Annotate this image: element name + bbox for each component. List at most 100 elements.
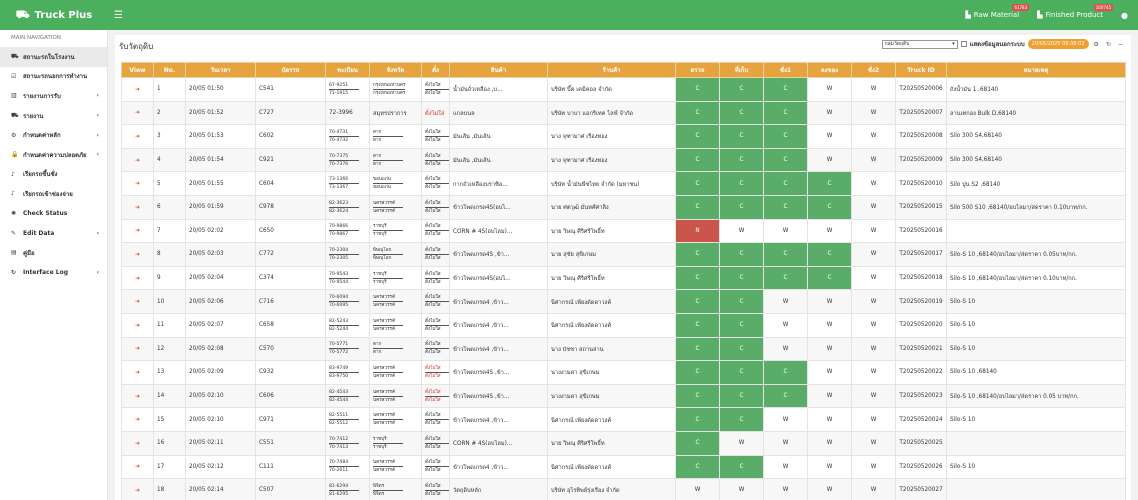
gear-icon[interactable]: ⚙ (1093, 40, 1099, 48)
status-weigh2[interactable]: W (851, 360, 896, 385)
view-button[interactable]: ➜ (121, 218, 154, 244)
column-header[interactable]: No. (153, 62, 186, 78)
status-weigh1[interactable]: W (763, 430, 808, 456)
table-row[interactable]: ➜ 4 20/05 01:54 C921 70-7375 70-7376 ตาก ตา… (121, 147, 1126, 173)
sidebar-item[interactable]: ♪ เรียกรถเข้าช่องจ่าย (0, 184, 107, 204)
view-button[interactable]: ➜ (121, 171, 154, 196)
status-weigh1[interactable]: W (763, 289, 808, 314)
status-weigh2[interactable]: W (851, 171, 896, 196)
sidebar-item[interactable]: ⚙ กำหนดค่าหลัก ‹ (0, 125, 107, 145)
status-weigh2[interactable]: W (851, 242, 896, 267)
status-storage[interactable]: C (719, 265, 764, 291)
view-button[interactable]: ➜ (121, 77, 154, 102)
user-icon[interactable]: ● (1121, 10, 1128, 20)
status-storage[interactable]: W (719, 218, 764, 244)
status-storage[interactable]: W (719, 430, 764, 456)
status-check[interactable]: C (675, 289, 720, 314)
column-header[interactable]: View (121, 62, 154, 78)
column-header[interactable]: จังหวัด (369, 62, 422, 78)
status-weigh2[interactable]: W (851, 407, 896, 432)
status-check[interactable]: C (675, 407, 720, 432)
brand-logo[interactable]: ⛟ Truck Plus (0, 0, 108, 30)
show-outside-checkbox[interactable] (960, 41, 967, 47)
view-button[interactable]: ➜ (121, 242, 154, 267)
table-row[interactable]: ➜ 7 20/05 02:02 C650 70-9866 70-9867 ราชบุ… (121, 218, 1126, 244)
sidebar-item[interactable]: ⛟ สถานะรถในโรงงาน (0, 47, 107, 67)
status-unload[interactable]: W (807, 407, 852, 432)
status-unload[interactable]: W (807, 383, 852, 409)
sidebar-item[interactable]: ✎ Edit Data ‹ (0, 223, 107, 243)
status-weigh2[interactable]: W (851, 454, 896, 480)
view-button[interactable]: ➜ (121, 454, 154, 480)
status-weigh2[interactable]: W (851, 218, 896, 244)
status-check[interactable]: C (675, 147, 720, 173)
status-weigh1[interactable]: C (763, 147, 808, 173)
status-check[interactable]: C (675, 360, 720, 385)
column-header[interactable]: ที่เก็บ (719, 62, 764, 78)
view-button[interactable]: ➜ (121, 360, 154, 385)
status-unload[interactable]: C (807, 265, 852, 291)
column-header[interactable]: ลงของ (807, 62, 852, 78)
status-check[interactable]: C (675, 312, 720, 338)
status-check[interactable]: C (675, 100, 720, 126)
status-storage[interactable]: W (719, 478, 764, 500)
sidebar-item[interactable]: ↻ Interface Log ‹ (0, 263, 107, 283)
column-header[interactable]: ชั่ง1 (763, 62, 808, 78)
column-header[interactable]: ทะเบียน (325, 62, 370, 78)
table-row[interactable]: ➜ 9 20/05 02:04 C374 70-9543 70-9544 ราชบุ… (121, 265, 1126, 291)
status-storage[interactable]: C (719, 242, 764, 267)
column-header[interactable]: Truck ID (895, 62, 947, 78)
status-storage[interactable]: C (719, 124, 764, 149)
status-storage[interactable]: C (719, 312, 764, 338)
table-row[interactable]: ➜ 3 20/05 01:53 C602 70-4731 70-4732 ตาก ตา… (121, 124, 1126, 149)
column-header[interactable]: ตั๋ง (421, 62, 450, 78)
status-unload[interactable]: W (807, 147, 852, 173)
status-storage[interactable]: C (719, 194, 764, 220)
status-unload[interactable]: C (807, 194, 852, 220)
status-storage[interactable]: C (719, 454, 764, 480)
sidebar-item[interactable]: ▤ คู่มือ (0, 243, 107, 263)
column-header[interactable]: บัตรรถ (255, 62, 326, 78)
status-check[interactable]: C (675, 171, 720, 196)
status-storage[interactable]: C (719, 171, 764, 196)
status-check[interactable]: C (675, 194, 720, 220)
view-button[interactable]: ➜ (121, 478, 154, 500)
status-weigh1[interactable]: W (763, 454, 808, 480)
status-storage[interactable]: C (719, 360, 764, 385)
group-select[interactable]: กลุ่มวัตถุดิบ ▾ (881, 39, 958, 49)
view-button[interactable]: ➜ (121, 312, 154, 338)
status-weigh1[interactable]: C (763, 383, 808, 409)
table-row[interactable]: ➜ 14 20/05 02:10 C606 82-4543 82-4544 นครส… (121, 383, 1126, 409)
status-weigh1[interactable]: C (763, 265, 808, 291)
column-header[interactable]: วันเวลา (185, 62, 256, 78)
status-weigh2[interactable]: W (851, 265, 896, 291)
status-weigh1[interactable]: W (763, 218, 808, 244)
table-row[interactable]: ➜ 12 20/05 02:08 C570 70-5771 70-5772 ตากต… (121, 336, 1126, 362)
column-header[interactable]: ชั่ง2 (851, 62, 896, 78)
view-button[interactable]: ➜ (121, 100, 154, 126)
table-row[interactable]: ➜ 17 20/05 02:12 C111 70-7484 70-2611 นครส… (121, 454, 1126, 480)
status-unload[interactable]: W (807, 336, 852, 362)
table-row[interactable]: ➜ 5 20/05 01:55 C604 73-1366 73-1367 ขอนแก… (121, 171, 1126, 196)
raw-material-link[interactable]: ▙ Raw Material 61783 (965, 4, 1030, 19)
sidebar-item[interactable]: ✺ Check Status (0, 204, 107, 224)
view-button[interactable]: ➜ (121, 430, 154, 456)
status-check[interactable]: C (675, 454, 720, 480)
status-check[interactable]: C (675, 336, 720, 362)
table-row[interactable]: ➜ 11 20/05 02:07 C658 82-5243 82-5244 นครส… (121, 312, 1126, 338)
status-unload[interactable]: W (807, 124, 852, 149)
column-header[interactable]: สินค้า (449, 62, 548, 78)
status-weigh1[interactable]: C (763, 77, 808, 102)
status-weigh2[interactable]: W (851, 289, 896, 314)
status-storage[interactable]: C (719, 289, 764, 314)
menu-toggle-icon[interactable]: ☰ (114, 9, 123, 21)
status-weigh1[interactable]: W (763, 312, 808, 338)
status-weigh2[interactable]: W (851, 194, 896, 220)
column-header[interactable]: ร้านค้า (547, 62, 676, 78)
status-storage[interactable]: C (719, 383, 764, 409)
status-check[interactable]: C (675, 77, 720, 102)
status-unload[interactable]: W (807, 312, 852, 338)
view-button[interactable]: ➜ (121, 265, 154, 291)
table-row[interactable]: ➜ 1 20/05 01:50 C541 67-9251 71-1915 กรุงเ… (121, 77, 1126, 102)
table-row[interactable]: ➜ 18 20/05 02:14 C507 81-6294 81-6295 พิจิ… (121, 478, 1126, 500)
